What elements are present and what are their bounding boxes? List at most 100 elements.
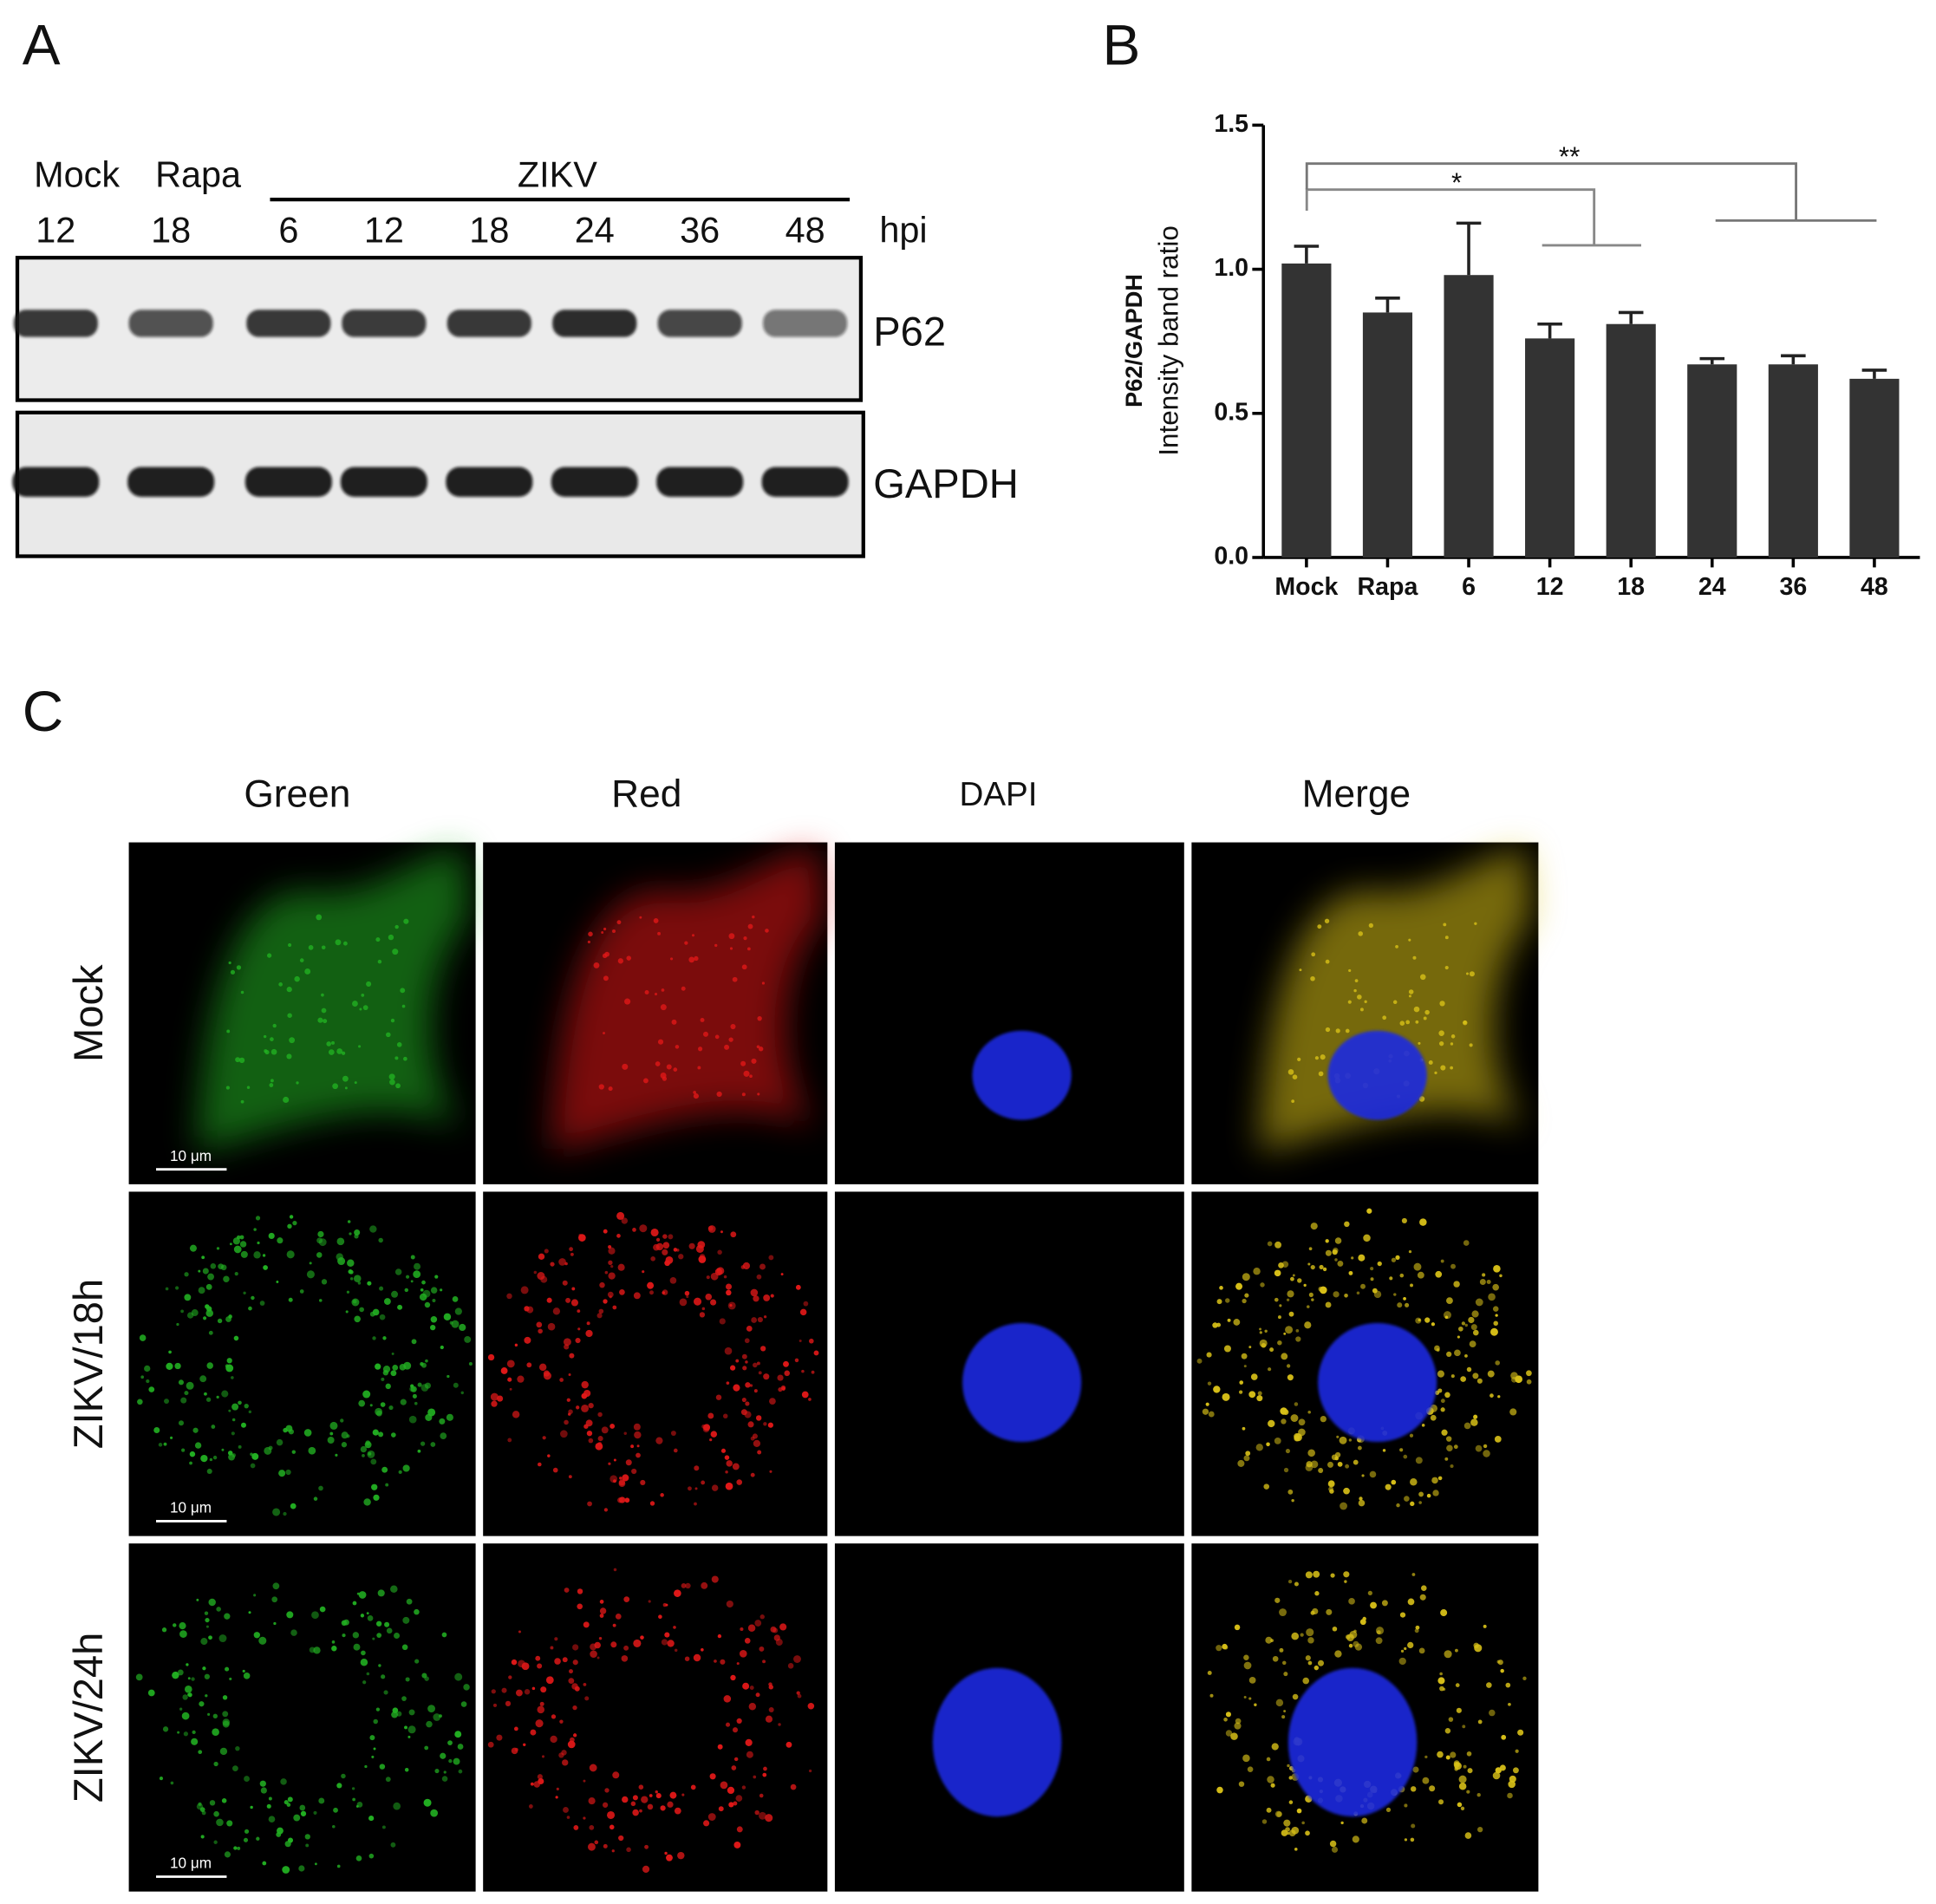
unit-label: hpi	[879, 210, 927, 251]
puncta	[439, 1714, 442, 1718]
puncta	[576, 1405, 580, 1410]
puncta	[794, 1358, 799, 1363]
puncta	[1359, 1007, 1364, 1012]
puncta	[218, 1634, 227, 1642]
puncta	[1344, 1221, 1350, 1228]
puncta	[178, 1379, 184, 1386]
puncta	[1250, 1373, 1258, 1380]
puncta	[1360, 1283, 1366, 1289]
puncta	[500, 1367, 508, 1374]
puncta	[599, 1600, 604, 1604]
puncta	[669, 957, 674, 961]
puncta	[543, 1370, 550, 1377]
puncta	[583, 1682, 587, 1686]
puncta	[735, 1359, 740, 1363]
puncta	[264, 1446, 272, 1455]
puncta	[288, 1429, 294, 1435]
puncta	[1334, 1258, 1338, 1262]
puncta	[1385, 1483, 1392, 1490]
puncta	[1272, 1655, 1279, 1662]
micrograph	[1191, 1543, 1539, 1892]
puncta	[732, 976, 738, 982]
puncta	[538, 1328, 543, 1334]
puncta	[559, 1378, 564, 1382]
puncta	[602, 1802, 609, 1808]
puncta	[1291, 1632, 1300, 1640]
puncta	[288, 1297, 293, 1302]
puncta	[207, 1273, 214, 1281]
puncta	[402, 1464, 410, 1472]
puncta	[768, 1682, 772, 1686]
puncta	[638, 1784, 644, 1790]
puncta	[201, 1255, 205, 1260]
puncta	[1286, 1298, 1290, 1301]
puncta	[732, 1727, 739, 1733]
y-tick-label: 0.0	[1214, 543, 1248, 571]
puncta	[1283, 1467, 1289, 1473]
puncta	[625, 1459, 632, 1466]
puncta	[1466, 1790, 1470, 1794]
puncta	[1450, 1374, 1455, 1379]
puncta	[368, 1853, 375, 1859]
puncta	[162, 1726, 169, 1732]
puncta	[386, 1032, 391, 1038]
bar	[1525, 338, 1575, 558]
puncta	[1216, 1786, 1223, 1794]
puncta	[426, 1720, 433, 1728]
puncta	[228, 1453, 236, 1461]
puncta	[181, 1712, 190, 1720]
puncta	[601, 1426, 609, 1434]
micrograph	[483, 842, 828, 1184]
puncta	[212, 1455, 218, 1460]
puncta	[170, 1436, 173, 1439]
puncta	[710, 1272, 719, 1281]
puncta	[1463, 1422, 1471, 1430]
puncta	[1492, 1306, 1499, 1312]
column-label: DAPI	[959, 776, 1037, 813]
puncta	[1223, 1345, 1231, 1353]
puncta	[756, 1361, 760, 1366]
puncta	[255, 1216, 261, 1221]
puncta	[662, 1076, 668, 1081]
puncta	[1439, 1001, 1445, 1007]
puncta	[158, 1443, 163, 1447]
puncta	[581, 1380, 589, 1389]
puncta	[298, 1865, 305, 1872]
puncta	[668, 1234, 674, 1240]
puncta	[801, 1369, 805, 1373]
puncta	[655, 1437, 663, 1444]
puncta	[240, 1422, 246, 1428]
puncta	[512, 1411, 520, 1418]
puncta	[577, 1603, 583, 1610]
puncta	[1242, 1426, 1246, 1431]
puncta	[1297, 1278, 1302, 1283]
puncta	[1407, 1641, 1414, 1649]
puncta	[1429, 1785, 1436, 1792]
puncta	[1424, 1317, 1431, 1323]
puncta	[153, 1426, 160, 1433]
puncta	[286, 1053, 292, 1060]
puncta	[250, 1463, 256, 1469]
puncta	[780, 1273, 784, 1276]
puncta	[304, 968, 311, 975]
puncta	[1345, 1634, 1351, 1640]
micrograph	[1191, 1191, 1539, 1536]
puncta	[1370, 1277, 1374, 1281]
puncta	[1526, 1370, 1532, 1377]
puncta	[601, 931, 604, 934]
error-bar	[1375, 297, 1400, 313]
puncta	[231, 1376, 234, 1379]
puncta	[742, 1682, 750, 1690]
puncta	[623, 1645, 629, 1651]
puncta	[613, 1458, 616, 1462]
puncta	[770, 1626, 777, 1633]
puncta	[378, 1237, 383, 1243]
puncta	[1410, 1786, 1417, 1792]
group-label: Rapa	[155, 153, 242, 194]
puncta	[809, 1338, 814, 1344]
puncta	[180, 1309, 184, 1314]
puncta	[303, 1429, 312, 1437]
puncta	[1457, 1802, 1463, 1808]
puncta	[434, 1768, 440, 1774]
puncta	[1310, 975, 1315, 981]
